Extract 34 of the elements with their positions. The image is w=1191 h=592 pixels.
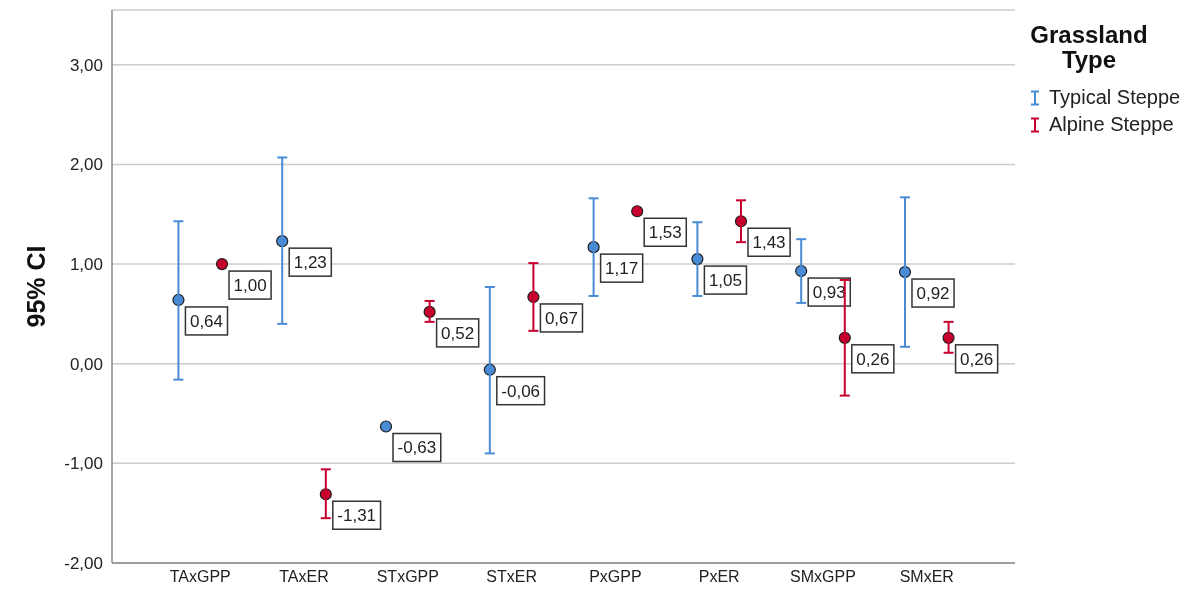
data-label: 0,26: [960, 349, 994, 369]
x-tick-label: PxGPP: [589, 568, 642, 586]
y-tick-label: -1,00: [64, 454, 103, 474]
data-label: 1,53: [648, 222, 682, 242]
data-label: 0,92: [916, 283, 950, 303]
legend-label: Typical Steppe: [1049, 86, 1181, 108]
y-axis-title: 95% CI: [22, 245, 50, 328]
data-label: -1,31: [337, 505, 377, 525]
y-tick-label: 3,00: [69, 55, 103, 75]
x-tick-label: SMxGPP: [790, 568, 856, 586]
legend-title: Grassland Type: [1030, 21, 1148, 73]
data-label: 0,26: [856, 349, 890, 369]
data-label: -0,06: [501, 381, 541, 401]
data-label: 1,23: [293, 252, 327, 272]
x-tick-label: TAxGPP: [169, 568, 231, 586]
data-label: 0,93: [812, 282, 846, 302]
x-tick-label: STxER: [486, 568, 537, 586]
legend-label: Alpine Steppe: [1049, 113, 1174, 135]
x-tick-label: PxER: [698, 568, 740, 586]
y-tick-label: 0,00: [69, 354, 103, 374]
data-label: 1,00: [233, 275, 267, 295]
y-tick-label: 2,00: [69, 155, 103, 175]
x-tick-label: TAxER: [279, 568, 329, 586]
data-label: 0,52: [441, 323, 475, 343]
data-label: 0,67: [544, 308, 578, 328]
y-tick-label: -2,00: [64, 554, 103, 574]
y-tick-label: 1,00: [69, 255, 103, 275]
data-label: 1,05: [708, 270, 742, 290]
data-label: 1,17: [605, 258, 639, 278]
data-label: 0,64: [189, 311, 224, 331]
x-tick-label: SMxER: [899, 568, 954, 586]
x-tick-label: STxGPP: [376, 568, 439, 586]
data-label: 1,43: [752, 232, 786, 252]
data-label: -0,63: [397, 437, 437, 457]
